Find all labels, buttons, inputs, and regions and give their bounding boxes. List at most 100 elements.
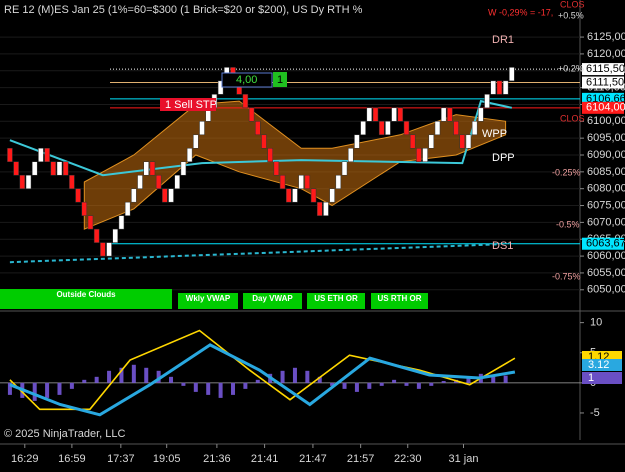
down-brick [255, 121, 261, 136]
histogram-bar [45, 382, 50, 398]
histogram-bar [119, 367, 124, 383]
down-brick [87, 215, 94, 230]
up-brick [354, 134, 360, 149]
histogram-bar [466, 376, 471, 383]
up-brick [137, 174, 143, 189]
order-quantity-box[interactable] [273, 72, 287, 87]
order-offset[interactable]: 4,00 [236, 74, 257, 86]
histogram-bar [94, 376, 99, 383]
down-brick [378, 121, 385, 136]
histogram-bar [305, 370, 310, 383]
vwap-line [9, 99, 513, 177]
level-annotation: DPP [492, 152, 515, 164]
down-brick [409, 134, 416, 149]
histogram-bar [218, 382, 223, 398]
x-tick-label: 31 jan [449, 453, 479, 465]
histogram-bar [32, 382, 37, 401]
toolbar-button[interactable] [178, 293, 238, 309]
histogram-bar [206, 382, 211, 395]
y-tick-label: 6090,00 [587, 149, 625, 161]
toolbar-button[interactable] [307, 293, 365, 309]
plot-layer: 6050,006055,006060,006065,006070,006075,… [0, 31, 625, 465]
down-brick [19, 174, 26, 189]
down-brick [447, 107, 453, 122]
down-brick [13, 161, 19, 176]
order-label-box[interactable] [160, 98, 216, 111]
y-tick-label: 6125,00 [587, 31, 625, 43]
up-brick [422, 148, 428, 162]
histogram-bar [429, 382, 434, 386]
up-brick [484, 94, 490, 109]
price-level-label: 6106,66 [586, 93, 625, 105]
up-brick [193, 134, 199, 149]
order-offset-box[interactable] [221, 72, 273, 88]
close-label: CLOS [560, 113, 585, 123]
up-brick [341, 161, 348, 176]
down-brick [7, 148, 13, 162]
x-tick-label: 21:57 [347, 453, 375, 465]
up-brick [509, 67, 515, 82]
up-brick [323, 201, 329, 216]
last-value-label: 1 [588, 372, 594, 384]
up-brick [186, 148, 193, 162]
down-brick [459, 134, 466, 149]
toolbar-button[interactable] [243, 293, 302, 309]
order-quantity[interactable]: 1 [277, 74, 283, 86]
x-tick-label: 21:41 [251, 453, 279, 465]
down-brick [273, 161, 280, 176]
up-brick [335, 174, 342, 189]
y-tick-label: 6120,00 [587, 48, 625, 60]
x-tick-label: 19:05 [153, 453, 181, 465]
percent-label: -0.25% [552, 167, 581, 177]
price-level-label: 6111,50 [586, 76, 624, 88]
up-brick [298, 174, 304, 189]
y-tick-label: 10 [590, 317, 602, 329]
down-brick [267, 148, 273, 162]
down-brick [93, 228, 100, 243]
toolbar-button-label[interactable]: Wkly VWAP [186, 294, 231, 303]
x-tick-label: 16:29 [11, 453, 39, 465]
last-value-box [582, 359, 622, 371]
up-brick [490, 80, 496, 95]
toolbar-button-label[interactable]: US RTH OR [378, 294, 422, 303]
x-tick-label: 17:37 [107, 453, 135, 465]
toolbar-button[interactable] [0, 289, 172, 309]
y-tick-label: 6100,00 [587, 115, 625, 127]
down-brick [416, 148, 422, 162]
histogram-bar [354, 382, 359, 392]
price-level-label: 6115,50 [586, 63, 625, 75]
histogram-bar [491, 376, 496, 383]
percent-label: +0.2% [558, 63, 584, 73]
up-brick [502, 80, 509, 95]
level-annotation: DS1 [492, 240, 513, 252]
up-brick [106, 242, 112, 257]
up-brick [124, 201, 131, 216]
order-label[interactable]: 1 Sell STP [165, 99, 217, 111]
histogram-bar [392, 379, 397, 383]
close-label: CLOS [560, 0, 585, 9]
price-level-box [582, 101, 624, 114]
up-brick [143, 161, 149, 176]
y-tick-label: 6070,00 [587, 216, 625, 228]
toolbar-button-label[interactable]: US ETH OR [314, 294, 358, 303]
histogram-bar [82, 379, 87, 383]
histogram-bar [342, 382, 347, 389]
price-level-label: 6063,67 [586, 238, 625, 250]
up-brick [440, 107, 447, 122]
down-brick [304, 174, 311, 189]
histogram-bar [280, 370, 285, 383]
histogram-bar [243, 382, 248, 389]
toolbar-button-label[interactable]: Day VWAP [252, 294, 293, 303]
toolbar-button-label[interactable]: Outside Clouds [56, 290, 116, 299]
percent-label: -0.5% [556, 219, 580, 229]
down-brick [50, 161, 57, 176]
down-brick [453, 121, 459, 136]
up-brick [292, 188, 298, 203]
down-brick [62, 161, 69, 176]
percent-label: +0.5% [558, 10, 584, 20]
down-brick [69, 174, 75, 189]
toolbar-button[interactable] [371, 293, 428, 309]
price-level-box [582, 63, 624, 76]
histogram-bar [131, 364, 136, 383]
